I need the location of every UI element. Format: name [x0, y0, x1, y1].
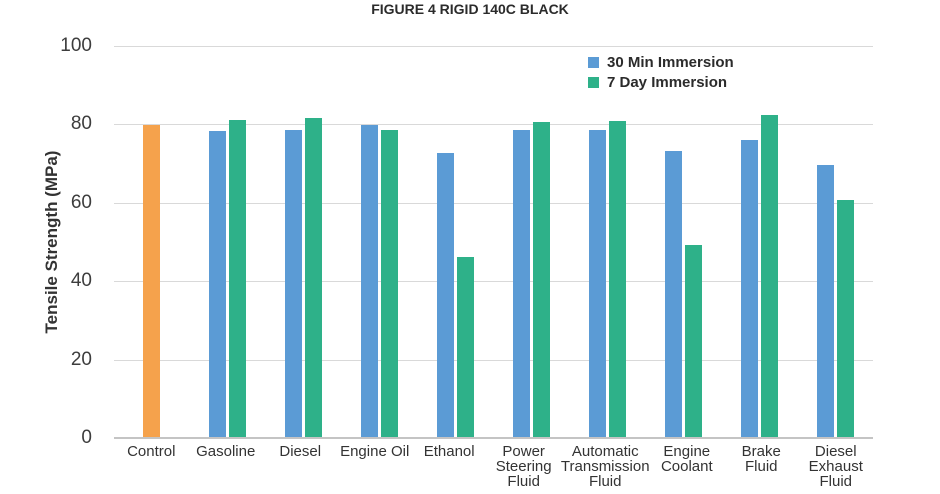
bar-group-ethanol [418, 46, 494, 438]
bar-brake-fluid-7-day-immersion [760, 115, 778, 438]
legend-row-7-day: 7 Day Immersion [588, 72, 734, 92]
gridline-100 [114, 46, 873, 47]
bar-gasoline-30-min-immersion [209, 131, 227, 438]
bar-gasoline-7-day-immersion [229, 119, 247, 438]
x-label-engine-oil: Engine Oil [340, 443, 410, 460]
x-label-automatic-transmission-fluid: Automatic Transmission Fluid [560, 443, 650, 490]
x-label-diesel: Diesel [279, 443, 322, 460]
x-label-ethanol: Ethanol [423, 443, 475, 460]
bar-group-engine-oil [342, 46, 418, 438]
bar-group-brake-fluid [721, 46, 797, 438]
bar-engine-oil-30-min-immersion [361, 124, 379, 438]
x-label-control: Control [127, 443, 176, 460]
x-axis-line [114, 437, 873, 439]
x-axis-labels: Control Gasoline Diesel Engine Oil Ethanol Po… [114, 444, 873, 489]
bar-automatic-transmission-fluid-30-min-immersion [588, 130, 606, 438]
gridline-40 [114, 281, 873, 283]
bar-power-steering-fluid-30-min-immersion [512, 129, 530, 438]
y-axis-ticks: 0 20 40 60 80 100 [0, 35, 114, 448]
bar-control-control [143, 125, 161, 438]
bar-group-control [114, 46, 190, 438]
chart-title: FIGURE 4 RIGID 140C BLACK [371, 1, 569, 17]
bar-engine-coolant-30-min-immersion [664, 151, 682, 438]
legend-swatch-7-day-immersion [588, 76, 599, 88]
y-tick-0: 0 [81, 427, 92, 448]
bar-ethanol-30-min-immersion [437, 153, 455, 438]
bar-group-gasoline [190, 46, 266, 438]
y-tick-100: 100 [60, 35, 92, 56]
x-label-brake-fluid: Brake Fluid [741, 443, 781, 475]
gridline-80 [114, 124, 873, 126]
bar-brake-fluid-30-min-immersion [740, 140, 758, 438]
bar-diesel-exhaust-fluid-7-day-immersion [836, 200, 854, 438]
legend-swatch-30-min-immersion [588, 56, 599, 68]
bar-diesel-30-min-immersion [285, 129, 303, 438]
bar-diesel-7-day-immersion [305, 117, 323, 438]
x-label-gasoline: Gasoline [196, 443, 256, 460]
bar-group-engine-coolant [645, 46, 721, 438]
bar-engine-oil-7-day-immersion [381, 130, 399, 438]
plot-area: 30 Min Immersion 7 Day Immersion [114, 46, 873, 439]
y-tick-20: 20 [70, 348, 92, 370]
gridline-20 [114, 359, 873, 361]
bar-groups [114, 46, 873, 438]
y-tick-40: 40 [70, 270, 92, 292]
x-label-engine-coolant: Engine Coolant [660, 443, 713, 475]
y-tick-80: 80 [70, 113, 92, 135]
bar-automatic-transmission-fluid-7-day-immersion [608, 120, 626, 438]
legend-label-7-day-immersion: 7 Day Immersion [607, 73, 728, 91]
bar-power-steering-fluid-7-day-immersion [532, 122, 550, 438]
legend-row-30-min: 30 Min Immersion [588, 52, 734, 72]
legend: 30 Min Immersion 7 Day Immersion [588, 52, 734, 92]
gridline-60 [114, 202, 873, 204]
legend-label-30-min-immersion: 30 Min Immersion [607, 53, 734, 71]
bar-group-power-steering-fluid [494, 46, 570, 438]
bar-group-automatic-transmission-fluid [569, 46, 645, 438]
bar-ethanol-7-day-immersion [457, 256, 475, 438]
bar-group-diesel [266, 46, 342, 438]
y-tick-60: 60 [70, 191, 92, 213]
bar-group-diesel-exhaust-fluid [797, 46, 873, 438]
bar-diesel-exhaust-fluid-30-min-immersion [816, 164, 834, 438]
bar-engine-coolant-7-day-immersion [684, 244, 702, 438]
x-label-diesel-exhaust-fluid: Diesel Exhaust Fluid [808, 443, 863, 490]
x-label-power-steering-fluid: Power Steering Fluid [495, 443, 552, 490]
